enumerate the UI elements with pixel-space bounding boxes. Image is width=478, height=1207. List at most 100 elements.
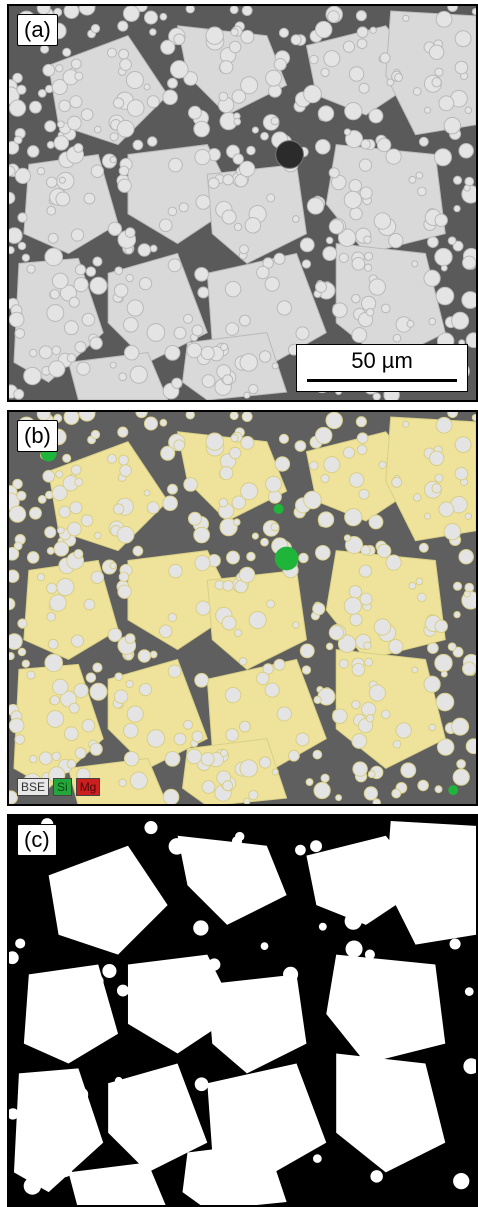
small-particle <box>368 278 386 296</box>
small-particle <box>402 420 410 428</box>
small-particle <box>37 89 47 98</box>
small-particle <box>428 317 437 326</box>
small-particle <box>415 171 424 180</box>
small-particle <box>310 840 323 853</box>
small-particle <box>453 204 461 213</box>
small-particle <box>298 552 309 564</box>
small-particle <box>463 590 471 598</box>
small-particle <box>219 518 238 537</box>
small-particle <box>379 52 391 64</box>
small-particle <box>162 788 180 804</box>
small-particle <box>372 798 381 804</box>
small-particle <box>434 473 444 483</box>
small-particle <box>194 148 211 166</box>
small-particle <box>461 291 476 309</box>
small-particle <box>360 139 371 150</box>
small-particle <box>266 193 276 203</box>
small-particle <box>119 58 132 71</box>
small-particle <box>270 116 280 126</box>
small-particle <box>195 1004 211 1020</box>
small-particle <box>260 131 269 141</box>
small-particle <box>214 1188 232 1205</box>
grain <box>385 820 476 945</box>
small-particle <box>356 444 368 456</box>
small-particle <box>423 269 441 287</box>
small-particle <box>412 493 422 502</box>
small-particle <box>428 450 445 466</box>
small-particle <box>240 482 259 501</box>
small-particle <box>123 316 139 333</box>
small-particle <box>244 217 262 234</box>
small-particle <box>434 785 443 794</box>
small-particle <box>264 276 280 292</box>
small-particle <box>58 99 71 113</box>
small-particle <box>343 128 352 136</box>
small-particle <box>137 243 152 257</box>
small-particle <box>328 625 345 641</box>
small-particle <box>23 366 42 386</box>
small-particle <box>46 611 57 622</box>
small-particle <box>102 963 117 979</box>
small-particle <box>339 1063 349 1073</box>
small-particle <box>168 563 183 579</box>
small-particle <box>89 682 108 701</box>
small-particle <box>369 26 377 34</box>
small-particle <box>205 432 224 451</box>
small-particle <box>464 512 473 520</box>
small-particle <box>380 709 391 720</box>
small-particle <box>435 416 453 434</box>
small-particle <box>418 542 429 553</box>
small-particle <box>273 658 286 671</box>
small-particle <box>364 949 375 960</box>
small-particle <box>193 120 210 138</box>
small-particle <box>119 464 132 477</box>
small-particle <box>74 71 84 81</box>
small-particle <box>314 138 331 155</box>
small-particle <box>295 732 310 747</box>
small-particle <box>436 738 455 756</box>
panel-b-eds: (b) BSE Si Mg <box>7 410 478 806</box>
small-particle <box>345 940 363 958</box>
small-particle <box>363 786 379 801</box>
small-particle <box>248 383 259 395</box>
small-particle <box>167 612 178 623</box>
small-particle <box>239 244 249 255</box>
small-particle <box>44 247 64 267</box>
small-particle <box>363 641 372 650</box>
small-particle <box>117 426 129 438</box>
small-particle <box>385 148 402 165</box>
small-particle <box>66 759 77 769</box>
small-particle <box>167 77 178 89</box>
small-particle <box>372 392 381 400</box>
small-particle <box>427 642 439 654</box>
small-particle <box>222 780 234 792</box>
small-particle <box>328 219 345 235</box>
small-particle <box>114 672 124 682</box>
small-particle <box>418 136 429 147</box>
small-particle <box>195 600 211 616</box>
small-particle <box>138 682 153 697</box>
small-particle <box>226 550 240 565</box>
small-particle <box>167 664 182 679</box>
small-particle <box>37 495 47 504</box>
panel-label-c: (c) <box>17 824 57 856</box>
small-particle <box>114 266 124 276</box>
small-particle <box>63 412 80 425</box>
small-particle <box>325 412 343 430</box>
small-particle <box>63 6 80 19</box>
small-particle <box>113 283 129 298</box>
small-particle <box>125 273 134 283</box>
small-particle <box>368 514 384 530</box>
small-particle <box>9 597 16 611</box>
small-particle <box>107 221 123 236</box>
small-particle <box>443 522 462 541</box>
small-particle <box>221 615 237 631</box>
small-particle <box>13 541 23 551</box>
small-particle <box>238 720 251 733</box>
small-particle <box>373 212 392 230</box>
small-particle <box>428 723 437 732</box>
small-particle <box>178 202 189 213</box>
small-particle <box>118 372 127 382</box>
small-particle <box>124 633 136 644</box>
small-particle <box>388 232 404 249</box>
